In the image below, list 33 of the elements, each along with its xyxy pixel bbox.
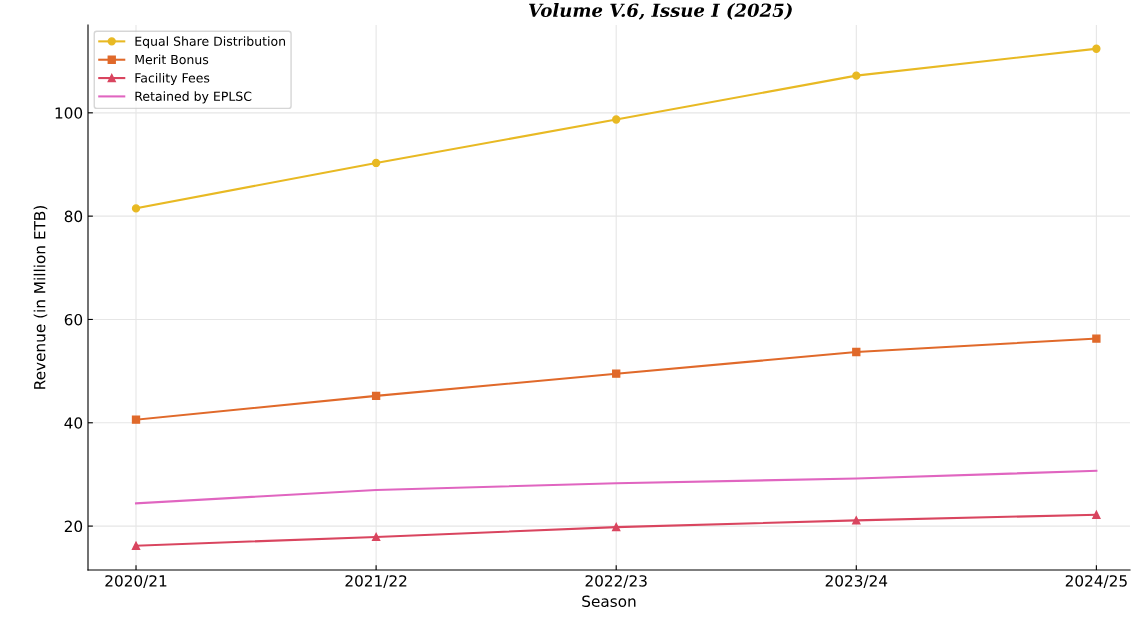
- point: [1092, 44, 1101, 53]
- point: [371, 158, 381, 168]
- line-series: [134, 469, 1098, 505]
- point: [852, 516, 861, 525]
- y-tick-label: 80: [64, 210, 83, 223]
- point: [612, 522, 621, 532]
- legend-label: Facility Fees: [135, 72, 210, 86]
- y-tick-label: 20: [64, 520, 83, 533]
- y-axis-title: Revenue (in Million ETB): [33, 206, 48, 389]
- point: [131, 541, 141, 550]
- x-tick-label: 2022/23: [585, 575, 647, 588]
- point: [1092, 510, 1101, 519]
- point: [852, 71, 861, 80]
- x-tick-label: 2021/22: [345, 575, 407, 588]
- legend-label: Retained by EPLSC: [135, 91, 252, 104]
- point: [612, 115, 621, 124]
- legend-label: Merit Bonus: [135, 54, 209, 65]
- point: [131, 415, 141, 424]
- x-axis-title: Season: [582, 595, 636, 608]
- text: Volume V.6, Issue I (2025): [528, 3, 792, 20]
- x-tick-label: 2023/24: [825, 575, 888, 588]
- point: [131, 204, 141, 213]
- point: [371, 391, 381, 401]
- point: [1092, 334, 1101, 343]
- point: [612, 369, 621, 378]
- y-tick-label: 60: [64, 313, 83, 326]
- x-tick-label: 2024/25: [1065, 575, 1127, 588]
- legend-label: Equal Share Distribution: [135, 36, 286, 49]
- y-tick-label: 40: [64, 417, 83, 429]
- point: [371, 532, 381, 542]
- y-tick-label: 100: [55, 107, 83, 119]
- x-tick-label: 2020/21: [105, 575, 167, 588]
- point: [852, 347, 861, 357]
